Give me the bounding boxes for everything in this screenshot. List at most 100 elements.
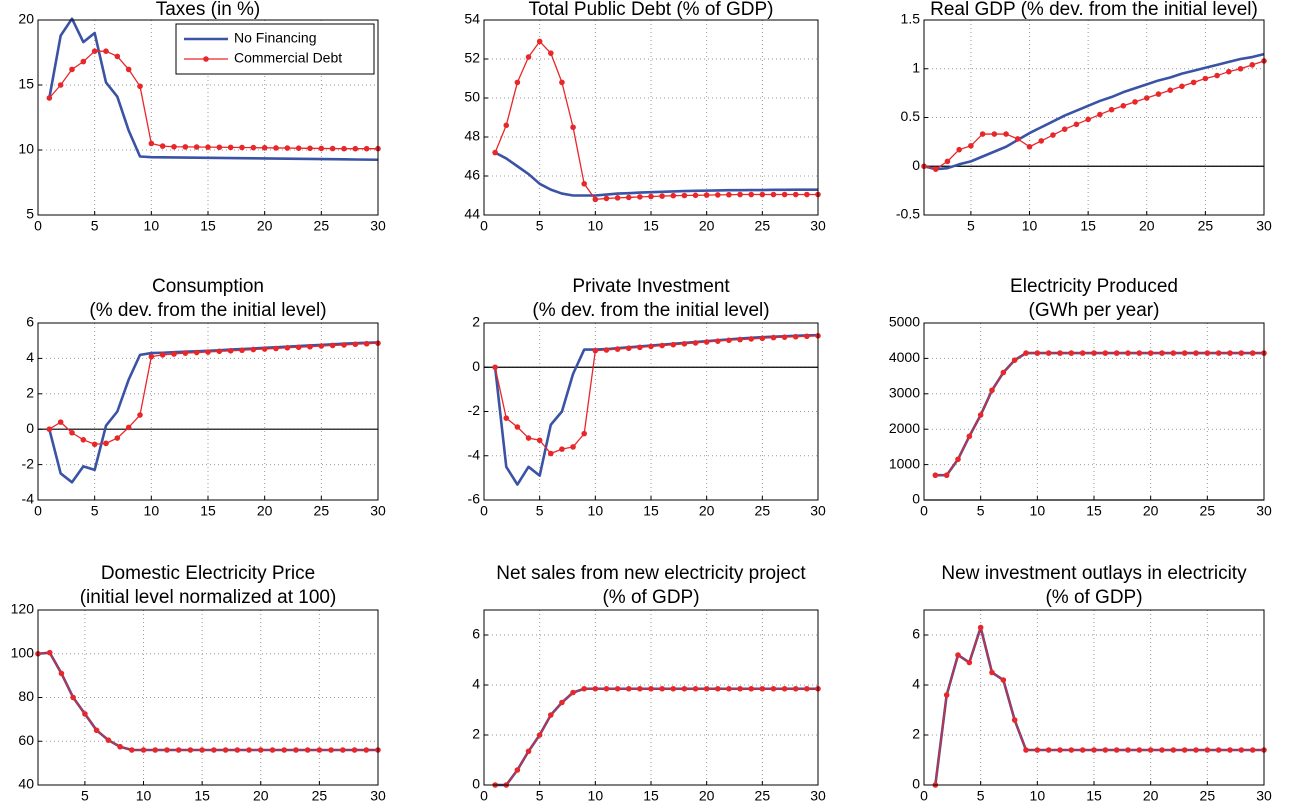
series-line bbox=[935, 352, 1264, 476]
data-point bbox=[792, 685, 799, 692]
data-point bbox=[1011, 717, 1018, 723]
data-point bbox=[1204, 350, 1211, 356]
data-point bbox=[492, 149, 498, 156]
data-point bbox=[956, 146, 962, 153]
data-point bbox=[559, 79, 565, 86]
data-point bbox=[46, 426, 53, 433]
x-tick-label: 25 bbox=[314, 218, 330, 234]
data-point bbox=[1170, 747, 1177, 753]
x-tick-label: 5 bbox=[91, 218, 99, 234]
data-point bbox=[804, 685, 810, 692]
x-tick-label: 10 bbox=[144, 218, 160, 234]
data-point bbox=[1179, 83, 1185, 90]
data-point bbox=[159, 352, 166, 358]
data-point bbox=[536, 437, 543, 444]
x-tick-label: 10 bbox=[136, 788, 152, 804]
data-point bbox=[363, 340, 370, 347]
data-point bbox=[759, 191, 766, 198]
y-tick-label: 0 bbox=[472, 776, 480, 792]
data-point bbox=[1159, 747, 1165, 753]
data-point bbox=[514, 767, 521, 773]
x-tick-label: 25 bbox=[1200, 503, 1216, 519]
data-point bbox=[804, 333, 810, 340]
y-tick-label: 0.5 bbox=[901, 108, 921, 124]
data-point bbox=[1202, 75, 1209, 82]
data-point bbox=[932, 472, 939, 479]
x-tick-label: 25 bbox=[1200, 788, 1216, 804]
data-point bbox=[1147, 350, 1154, 356]
x-tick-label: 0 bbox=[34, 218, 42, 234]
data-point bbox=[804, 191, 810, 198]
plot-frame bbox=[923, 609, 1265, 786]
data-point bbox=[205, 349, 211, 355]
legend-box bbox=[175, 23, 375, 75]
data-point bbox=[989, 387, 995, 394]
data-point bbox=[603, 347, 610, 353]
data-point bbox=[250, 346, 257, 353]
data-point bbox=[1181, 350, 1188, 356]
data-point bbox=[681, 685, 688, 692]
x-tick-label: 30 bbox=[810, 788, 826, 804]
y-tick-label: 100 bbox=[11, 644, 35, 660]
data-point bbox=[581, 685, 587, 692]
data-point bbox=[1097, 111, 1103, 118]
data-point bbox=[492, 364, 498, 371]
panel: Private Investment (% dev. from the initi… bbox=[468, 276, 826, 519]
data-point bbox=[125, 424, 132, 431]
data-point bbox=[1073, 121, 1080, 128]
y-tick-label: 10 bbox=[18, 141, 34, 157]
data-point bbox=[748, 685, 754, 692]
x-tick-label: 30 bbox=[810, 503, 826, 519]
x-tick-label: 15 bbox=[1086, 503, 1102, 519]
data-point bbox=[1113, 350, 1120, 356]
y-tick-label: -2 bbox=[468, 402, 481, 418]
data-point bbox=[659, 342, 665, 349]
y-tick-label: 1.5 bbox=[901, 11, 921, 27]
data-point bbox=[318, 145, 325, 152]
series-line bbox=[495, 687, 818, 787]
x-tick-label: 30 bbox=[1256, 503, 1272, 519]
y-tick-label: -2 bbox=[22, 455, 35, 471]
data-point bbox=[1102, 350, 1109, 356]
plot-frame bbox=[37, 19, 379, 216]
data-point bbox=[91, 441, 98, 448]
data-point bbox=[648, 685, 654, 692]
data-point bbox=[205, 144, 211, 150]
y-tick-label: 4 bbox=[472, 676, 480, 692]
data-point bbox=[103, 440, 109, 447]
chart-title: Electricity Produced bbox=[1010, 276, 1178, 297]
data-point bbox=[932, 166, 939, 172]
y-tick-label: 3000 bbox=[889, 385, 920, 401]
data-point bbox=[1000, 369, 1007, 376]
x-tick-label: 20 bbox=[1143, 503, 1159, 519]
data-point bbox=[759, 335, 766, 342]
panel: Electricity Produced (GWh per year) 0 5 10 15… bbox=[889, 276, 1272, 519]
data-point bbox=[295, 344, 302, 351]
data-point bbox=[304, 747, 311, 753]
data-point bbox=[781, 685, 788, 692]
y-tick-label: 1000 bbox=[889, 455, 920, 471]
data-point bbox=[726, 337, 732, 344]
legend-marker bbox=[203, 56, 209, 62]
x-tick-label: 25 bbox=[1198, 218, 1214, 234]
data-point bbox=[193, 144, 200, 150]
data-point bbox=[703, 339, 710, 345]
chart-title: Taxes (in %) bbox=[156, 0, 261, 20]
data-point bbox=[199, 747, 205, 753]
x-tick-label: 5 bbox=[536, 503, 544, 519]
y-tick-label: 4000 bbox=[889, 349, 920, 365]
y-tick-label: -6 bbox=[468, 491, 481, 507]
data-point bbox=[284, 344, 291, 351]
y-tick-label: 120 bbox=[11, 601, 35, 617]
data-point bbox=[966, 659, 973, 666]
data-point bbox=[171, 351, 177, 357]
series-line bbox=[37, 651, 378, 752]
data-point bbox=[1113, 747, 1120, 753]
data-point bbox=[261, 144, 268, 151]
x-tick-label: 20 bbox=[253, 788, 269, 804]
data-point bbox=[164, 747, 170, 753]
x-tick-label: 20 bbox=[699, 218, 715, 234]
x-tick-label: 10 bbox=[588, 788, 604, 804]
data-point bbox=[1038, 138, 1045, 144]
